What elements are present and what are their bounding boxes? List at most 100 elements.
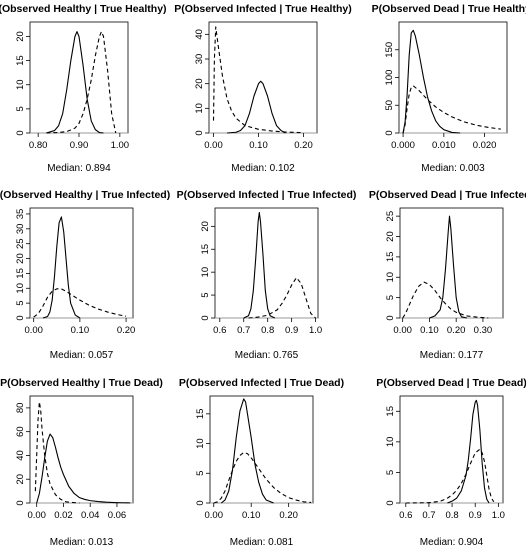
y-tick-label: 5	[385, 470, 396, 475]
y-tick-label: 0	[200, 315, 211, 320]
y-tick-label: 5	[15, 300, 26, 305]
median-label: Median: 0.081	[230, 537, 294, 548]
y-tick-label: 10	[15, 283, 26, 294]
y-tick-label: 0	[384, 130, 395, 135]
y-tick-label: 5	[385, 295, 396, 300]
x-tick-label: 1.00	[111, 140, 130, 151]
x-tick-label: 0.8	[445, 510, 458, 521]
y-tick-label: 25	[385, 211, 396, 222]
median-label: Median: 0.003	[421, 163, 485, 174]
x-tick-label: 0.20	[294, 140, 313, 151]
panel-title: P(Observed Infected | True Infected)	[177, 189, 357, 201]
x-tick-label: 0.8	[261, 325, 274, 336]
density-line-dashed	[46, 31, 117, 134]
x-tick-label: 0.9	[285, 325, 298, 336]
y-tick-label: 10	[195, 438, 206, 449]
density-line-solid	[226, 80, 286, 134]
panel-title: P(Observed Dead | True Healthy)	[372, 3, 526, 15]
x-tick-label: 0.10	[420, 325, 439, 336]
x-tick-label: 0.020	[473, 140, 497, 151]
y-tick-label: 20	[385, 231, 396, 242]
x-tick-label: 0.000	[391, 140, 415, 151]
y-tick-label: 40	[15, 450, 26, 461]
x-tick-label: 0.10	[71, 325, 90, 336]
plot-frame	[398, 21, 508, 134]
plot-frame	[208, 21, 318, 134]
y-tick-label: 15	[385, 252, 396, 263]
y-tick-label: 0	[194, 130, 205, 135]
x-tick-label: 0.00	[27, 510, 46, 521]
x-tick-label: 0.10	[249, 140, 268, 151]
y-tick-label: 10	[200, 267, 211, 278]
density-line-dashed	[248, 277, 316, 319]
y-tick-label: 0	[195, 500, 206, 505]
x-tick-label: 0.00	[393, 325, 412, 336]
density-line-dashed	[213, 451, 312, 504]
y-tick-label: 80	[15, 403, 26, 414]
x-tick-label: 0.04	[81, 510, 100, 521]
y-tick-label: 20	[15, 31, 26, 42]
y-tick-label: 100	[384, 70, 395, 86]
density-line-solid	[42, 216, 81, 319]
density-line-solid	[243, 212, 276, 319]
y-tick-label: 10	[385, 437, 396, 448]
density-line-dashed	[402, 281, 489, 319]
density-line-dashed	[405, 448, 495, 504]
y-tick-label: 5	[15, 106, 26, 111]
y-tick-label: 40	[194, 29, 205, 40]
y-tick-label: 5	[195, 471, 206, 476]
x-tick-label: 0.20	[447, 325, 466, 336]
y-tick-label: 20	[194, 78, 205, 89]
panel-4: P(Observed Healthy | True Infected) 0.00 0…	[0, 189, 170, 361]
density-line-dashed	[34, 401, 80, 504]
x-tick-label: 0.80	[29, 140, 48, 151]
y-tick-label: 15	[15, 55, 26, 66]
panel-9: P(Observed Dead | True Dead) 0.6 0.7 0.8 0.9…	[376, 377, 526, 548]
panel-7: P(Observed Healthy | True Dead) 0.00 0.02 0…	[0, 377, 163, 548]
density-line-solid	[429, 215, 468, 319]
y-tick-label: 0	[15, 500, 26, 505]
y-tick-label: 0	[15, 130, 26, 135]
x-tick-label: 0.6	[399, 510, 412, 521]
y-tick-label: 10	[15, 79, 26, 90]
panel-title: P(Observed Dead | True Infected)	[369, 189, 526, 201]
y-tick-label: 15	[15, 268, 26, 279]
plot-frame	[399, 207, 504, 319]
x-tick-label: 1.0	[309, 325, 322, 336]
panel-title: P(Observed Infected | True Dead)	[179, 377, 344, 389]
x-tick-label: 0.6	[213, 325, 226, 336]
density-line-solid	[46, 31, 104, 134]
y-tick-label: 10	[385, 272, 396, 283]
panel-2: P(Observed Infected | True Healthy) 0.00 0…	[174, 3, 351, 174]
median-label: Median: 0.013	[50, 537, 114, 548]
y-tick-label: 30	[15, 224, 26, 235]
x-tick-label: 0.30	[474, 325, 493, 336]
y-tick-label: 20	[200, 221, 211, 232]
x-tick-label: 0.20	[279, 510, 298, 521]
x-tick-label: 0.010	[432, 140, 456, 151]
median-label: Median: 0.904	[420, 537, 484, 548]
panel-3: P(Observed Dead | True Healthy) 0.000 0.01…	[372, 3, 526, 174]
y-tick-label: 15	[200, 244, 211, 255]
density-line-dashed	[402, 85, 501, 134]
density-line-dashed	[33, 288, 127, 318]
x-tick-label: 0.90	[70, 140, 89, 151]
x-tick-label: 0.7	[422, 510, 435, 521]
x-tick-label: 1.0	[492, 510, 505, 521]
panel-8: P(Observed Infected | True Dead) 0.00 0.10…	[179, 377, 344, 548]
panel-title: P(Observed Infected | True Healthy)	[174, 3, 351, 15]
density-line-solid	[36, 433, 131, 504]
density-line-solid	[402, 29, 461, 134]
median-label: Median: 0.057	[50, 350, 114, 361]
panel-1: P(Observed Healthy | True Healthy) 0.80 0.…	[0, 3, 167, 174]
y-tick-label: 0	[385, 500, 396, 505]
y-tick-label: 20	[15, 474, 26, 485]
panel-title: P(Observed Dead | True Dead)	[376, 377, 526, 389]
y-tick-label: 20	[15, 253, 26, 264]
plot-frame	[209, 395, 314, 504]
x-tick-label: 0.06	[108, 510, 127, 521]
x-tick-label: 0.00	[204, 140, 223, 151]
panel-title: P(Observed Healthy | True Dead)	[0, 377, 163, 389]
panel-5: P(Observed Infected | True Infected)0.6 0…	[177, 189, 357, 361]
